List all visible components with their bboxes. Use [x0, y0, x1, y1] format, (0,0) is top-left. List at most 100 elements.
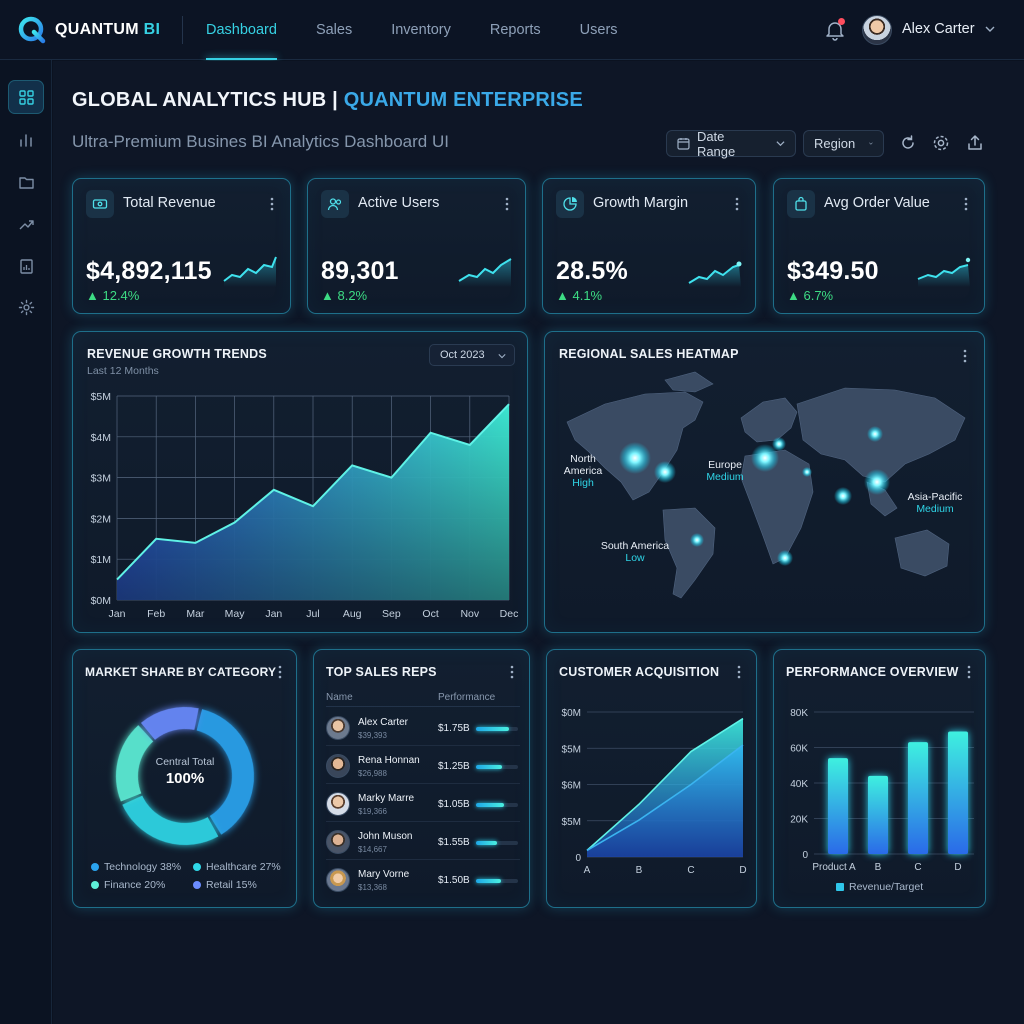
column-header-name: Name: [326, 692, 353, 703]
y-tick-label: $6M: [562, 781, 581, 792]
kpi-card-total-revenue[interactable]: Total Revenue $4,892,115 ▲ 12.4%: [72, 178, 291, 314]
x-tick-label: Dec: [500, 608, 519, 620]
more-icon[interactable]: [270, 197, 274, 211]
performance-bar: [476, 727, 518, 731]
avatar[interactable]: [862, 15, 892, 45]
page-subtitle: Ultra-Premium Busines BI Analytics Dashb…: [72, 132, 449, 151]
notification-dot: [838, 18, 845, 25]
region-button[interactable]: Region: [803, 130, 884, 157]
x-tick-label: C: [687, 865, 694, 876]
avatar: [326, 792, 350, 816]
x-tick-label: Product A: [812, 862, 856, 873]
legend-item: Technology 38%: [91, 861, 181, 873]
more-icon[interactable]: [505, 197, 509, 211]
y-tick-label: 40K: [790, 779, 808, 790]
sparkline: [688, 261, 742, 287]
kpi-card-active-users[interactable]: Active Users 89,301 ▲ 8.2%: [307, 178, 526, 314]
bar-chart-icon: [19, 133, 32, 147]
table-row[interactable]: Mary Vorne $13,368 $1.50B: [326, 862, 520, 898]
brand-divider: [182, 16, 183, 44]
bell-icon[interactable]: [824, 19, 846, 41]
x-tick-label: B: [875, 862, 882, 873]
x-tick-label: Sep: [382, 608, 401, 620]
card-title: REGIONAL SALES HEATMAP: [559, 347, 739, 361]
card-title: TOP SALES REPS: [326, 665, 437, 679]
date-range-button[interactable]: Date Range: [666, 129, 796, 159]
kpi-card-avg-order-value[interactable]: Avg Order Value $349.50 ▲ 6.7%: [773, 178, 985, 314]
page-title: GLOBAL ANALYTICS HUB | QUANTUM ENTERPRIS…: [72, 89, 583, 111]
tab-users[interactable]: Users: [579, 22, 618, 38]
sidebar-item-analytics[interactable]: [8, 123, 44, 157]
y-tick-label: $0M: [91, 595, 111, 607]
tab-sales[interactable]: Sales: [315, 22, 353, 38]
main-nav: Dashboard Sales Inventory Reports Users: [188, 0, 639, 60]
y-tick-label: $1M: [91, 554, 111, 566]
month-select-value: Oct 2023: [440, 349, 485, 361]
y-tick-label: $5M: [562, 744, 581, 755]
more-icon[interactable]: [510, 665, 514, 679]
brand-name: QUANTUM BI: [55, 21, 161, 38]
more-icon[interactable]: [967, 665, 971, 679]
share-icon[interactable]: [965, 133, 985, 153]
user-name[interactable]: Alex Carter: [902, 21, 975, 37]
more-icon[interactable]: [963, 349, 967, 363]
revenue-trends-card: REVENUE GROWTH TRENDS Last 12 Months Oct…: [72, 331, 528, 633]
sidebar-item-trends[interactable]: [8, 207, 44, 241]
card-title: MARKET SHARE BY CATEGORY: [85, 665, 277, 679]
tab-dashboard[interactable]: Dashboard: [188, 0, 295, 60]
sidebar: [0, 60, 52, 1024]
calendar-icon: [677, 138, 690, 150]
region-label-asia-pacific: Asia-Pacific Medium: [907, 491, 963, 515]
sidebar-item-reports[interactable]: [8, 249, 44, 283]
chevron-down-icon[interactable]: [985, 24, 995, 34]
market-share-donut: [116, 707, 254, 845]
legend-item: Revenue/Target: [836, 881, 923, 893]
performance-bar-chart: 0 20K 40K 60K 80K Product A B C D: [790, 708, 974, 873]
more-icon[interactable]: [964, 197, 968, 211]
report-icon: [19, 258, 33, 274]
kpi-value: 89,301: [321, 257, 399, 285]
y-tick-label: 20K: [790, 815, 808, 826]
sidebar-item-settings[interactable]: [8, 290, 44, 324]
avatar: [326, 716, 350, 740]
y-tick-label: $0M: [562, 708, 581, 719]
gear-icon[interactable]: [931, 133, 951, 153]
performance-bar: [476, 879, 518, 883]
refresh-icon[interactable]: [898, 133, 918, 153]
kpi-value: 28.5%: [556, 257, 628, 285]
more-icon[interactable]: [278, 665, 282, 679]
chevron-down-icon: [869, 142, 873, 145]
kpi-change: ▲ 4.1%: [556, 288, 603, 303]
legend-item: Healthcare 27%: [193, 861, 281, 873]
more-icon[interactable]: [737, 665, 741, 679]
world-map: [566, 371, 966, 599]
tab-inventory[interactable]: Inventory: [391, 22, 451, 38]
chevron-down-icon: [776, 141, 785, 147]
area-fill: [587, 744, 743, 857]
month-select[interactable]: Oct 2023: [429, 344, 515, 366]
brand[interactable]: QUANTUM BI: [18, 16, 160, 44]
series-line: [586, 744, 744, 852]
kpi-card-growth-margin[interactable]: Growth Margin 28.5% ▲ 4.1%: [542, 178, 756, 314]
x-tick-label: Jan: [109, 608, 126, 620]
sidebar-item-files[interactable]: [8, 165, 44, 199]
x-tick-label: Feb: [147, 608, 165, 620]
donut-center-value: 100%: [165, 770, 205, 787]
kpi-label: Active Users: [358, 195, 440, 211]
table-row[interactable]: Alex Carter $39,393 $1.75B: [326, 710, 520, 746]
bar: [868, 775, 888, 854]
table-row[interactable]: Marky Marre $19,366 $1.05B: [326, 786, 520, 822]
card-title: PERFORMANCE OVERVIEW: [786, 665, 959, 679]
market-share-card: MARKET SHARE BY CATEGORY Central Total 1…: [72, 649, 297, 908]
x-tick-label: Nov: [460, 608, 479, 620]
x-tick-label: Aug: [343, 608, 362, 620]
grid-icon: [18, 89, 34, 105]
more-icon[interactable]: [735, 197, 739, 211]
tab-reports[interactable]: Reports: [489, 22, 541, 38]
performance-overview-card: PERFORMANCE OVERVIEW 0 20K 40K 60K 80K Produc…: [773, 649, 986, 908]
table-row[interactable]: Rena Honnan $26,988 $1.25B: [326, 748, 520, 784]
table-row[interactable]: John Muson $14,667 $1.55B: [326, 824, 520, 860]
kpi-change: ▲ 6.7%: [787, 288, 834, 303]
donut-center-label: Central Total: [155, 756, 215, 768]
sidebar-item-dashboard[interactable]: [8, 80, 44, 114]
